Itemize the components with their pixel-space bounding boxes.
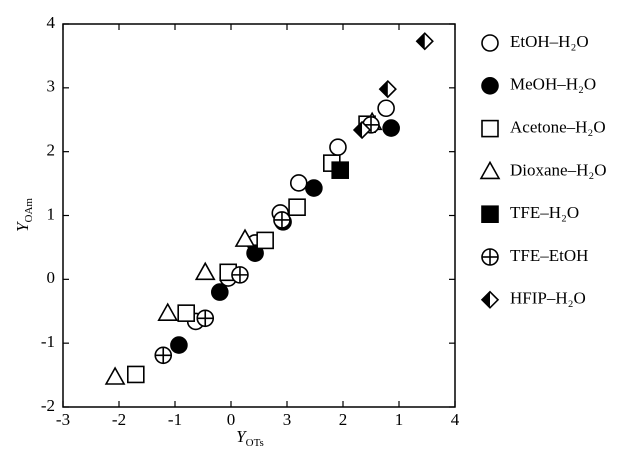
data-point (127, 365, 145, 384)
marker-shape (416, 33, 425, 50)
marker-shape (481, 34, 499, 52)
marker-shape (331, 161, 350, 179)
data-point (352, 120, 372, 140)
marker-shape (479, 160, 501, 180)
data-point (415, 32, 434, 51)
marker-shape (211, 283, 229, 301)
marker-shape (157, 302, 179, 321)
x-tick-label: -2 (112, 410, 126, 429)
marker-shape (289, 174, 308, 192)
legend-marker (481, 119, 499, 138)
x-tick-label: 2 (339, 410, 348, 429)
data-point (331, 161, 350, 179)
marker-shape (482, 291, 490, 308)
marker-shape (104, 366, 126, 385)
legend-marker (479, 160, 501, 180)
marker-shape (379, 81, 388, 98)
plot-frame (62, 23, 456, 408)
marker-shape (481, 77, 499, 95)
legend-label: TFE–EtOH (510, 246, 588, 265)
marker-shape (177, 304, 195, 322)
marker-shape (481, 205, 499, 223)
marker-shape (194, 261, 216, 281)
marker-shape (234, 228, 256, 247)
data-point (377, 99, 395, 118)
marker-shape (377, 99, 395, 118)
x-tick-label: 4 (451, 410, 460, 429)
legend-label: MeOH–H₂O (510, 75, 596, 94)
marker-shape (305, 179, 323, 197)
x-tick-label: -3 (56, 410, 70, 429)
data-point (382, 119, 400, 137)
marker-shape (354, 121, 363, 138)
data-point (273, 211, 291, 229)
y-axis-label: YOAm (13, 198, 35, 232)
legend-marker (481, 248, 499, 266)
x-label-sub: OTs (246, 437, 264, 449)
x-label-main: Y (236, 427, 247, 446)
legend-label: EtOH–H₂O (510, 32, 589, 51)
data-point (289, 174, 308, 192)
data-point (378, 79, 397, 99)
legend-label: Acetone–H₂O (510, 118, 606, 137)
legend-marker (481, 77, 499, 95)
y-tick-label: -1 (41, 332, 55, 351)
y-label-sub: OAm (23, 198, 35, 223)
x-tick-label: 1 (395, 410, 404, 429)
legend-label: HFIP–H₂O (510, 289, 586, 308)
data-point (154, 346, 173, 365)
data-point (104, 366, 126, 385)
y-tick-label: 1 (47, 204, 56, 223)
data-point (305, 179, 323, 197)
y-tick-label: 2 (47, 141, 56, 160)
legend-label: TFE–H₂O (510, 203, 579, 222)
data-point (231, 266, 249, 284)
data-point (288, 198, 306, 217)
data-point (194, 261, 216, 281)
y-tick-label: -2 (41, 396, 55, 415)
x-tick-label: 3 (283, 410, 292, 429)
data-point (256, 231, 274, 250)
marker-shape (382, 119, 400, 137)
marker-shape (170, 336, 188, 354)
marker-shape (481, 119, 499, 138)
legend-label: Dioxane–H₂O (510, 160, 607, 179)
marker-shape (127, 365, 145, 384)
data-point (177, 304, 195, 322)
legend-marker (481, 34, 499, 52)
marker-shape (256, 231, 274, 250)
marker-shape (288, 198, 306, 217)
legend-marker (480, 290, 500, 309)
data-point (329, 138, 347, 156)
y-label-main: Y (13, 221, 32, 232)
data-point (211, 283, 229, 301)
legend-marker (481, 205, 499, 223)
y-tick-label: 0 (47, 268, 56, 287)
x-axis-label: YOTs (236, 427, 264, 449)
marker-shape (329, 138, 347, 156)
x-tick-label: -1 (168, 410, 182, 429)
x-tick-label: 0 (227, 410, 236, 429)
data-point (157, 302, 179, 321)
data-point (196, 309, 215, 328)
data-point (170, 336, 188, 354)
y-tick-label: 4 (47, 13, 56, 32)
y-tick-label: 3 (47, 77, 56, 96)
data-point (234, 228, 256, 247)
